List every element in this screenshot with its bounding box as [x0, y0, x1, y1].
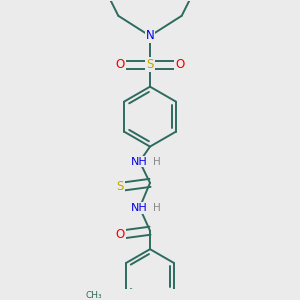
Text: O: O — [116, 228, 125, 241]
Text: CH₃: CH₃ — [85, 291, 102, 300]
Text: O: O — [116, 58, 125, 71]
Text: NH: NH — [131, 203, 148, 213]
Text: H: H — [153, 157, 161, 166]
Text: NH: NH — [131, 157, 148, 166]
Text: S: S — [146, 58, 154, 71]
Text: S: S — [116, 180, 124, 194]
Text: N: N — [146, 29, 154, 43]
Text: O: O — [175, 58, 184, 71]
Text: H: H — [153, 203, 161, 213]
